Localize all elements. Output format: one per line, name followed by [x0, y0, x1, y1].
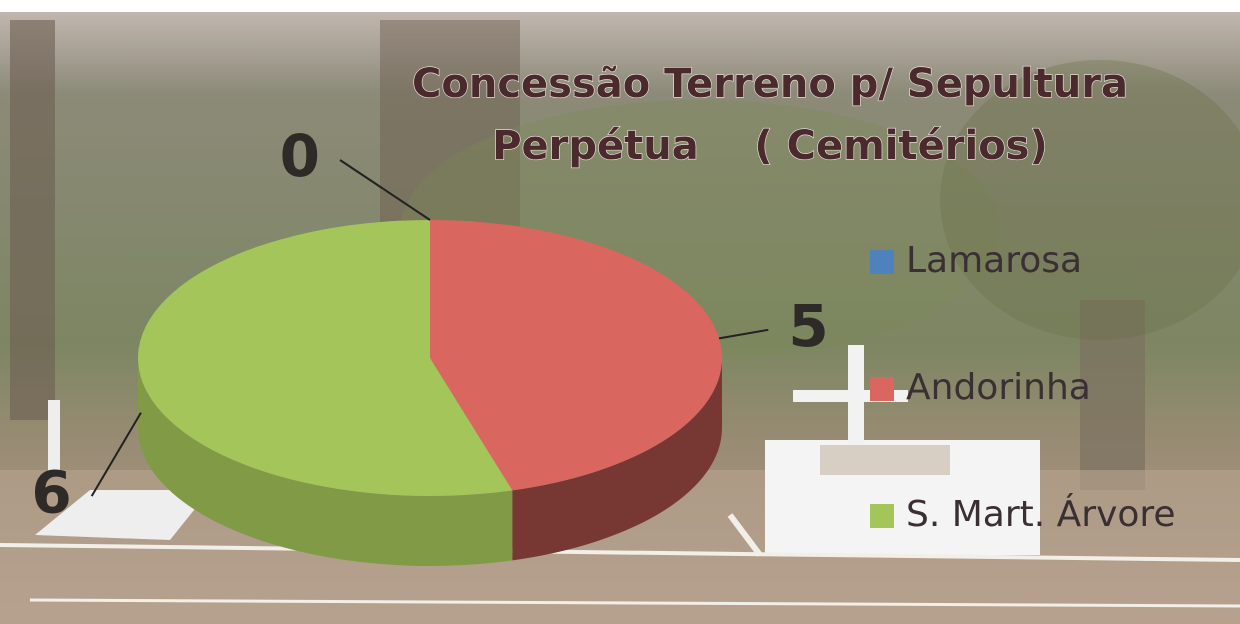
data-label: 0	[280, 122, 320, 190]
legend-label: Lamarosa	[906, 240, 1082, 281]
legend-swatch	[870, 250, 894, 274]
data-label: 6	[31, 458, 71, 526]
legend-label: S. Mart. Árvore	[906, 493, 1176, 535]
page: Concessão Terreno p/ Sepultura Perpétua …	[0, 0, 1240, 624]
chart-title: Perpétua ( Cemitérios)	[492, 123, 1048, 169]
legend-label: Andorinha	[906, 367, 1091, 408]
chart: Concessão Terreno p/ Sepultura Perpétua …	[0, 0, 1240, 624]
legend-swatch	[870, 504, 894, 528]
legend-swatch	[870, 377, 894, 401]
data-label: 5	[788, 292, 828, 360]
chart-title: Concessão Terreno p/ Sepultura	[412, 61, 1128, 107]
